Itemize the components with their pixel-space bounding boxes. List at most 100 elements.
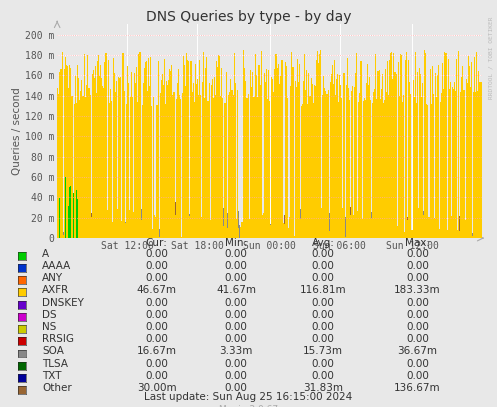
Bar (143, 83, 144, 238)
Bar (231, 232, 232, 238)
Bar (85, 232, 86, 238)
Bar (147, 91, 148, 238)
Bar (423, 215, 424, 238)
Text: 0.00: 0.00 (145, 322, 168, 332)
Bar (344, 217, 345, 238)
Bar (250, 233, 251, 238)
Bar (215, 95, 216, 238)
Bar (93, 230, 94, 238)
Bar (79, 101, 80, 238)
Bar (198, 95, 199, 238)
Bar (97, 61, 98, 238)
Bar (149, 216, 150, 238)
Bar (440, 102, 441, 238)
Bar (333, 229, 334, 238)
Bar (309, 73, 310, 238)
Bar (355, 73, 356, 238)
Bar (263, 226, 264, 238)
Bar (199, 60, 200, 238)
Bar (120, 209, 121, 238)
Bar (99, 76, 100, 238)
Bar (58, 94, 59, 238)
Bar (253, 218, 254, 238)
Bar (236, 219, 237, 238)
Bar (153, 98, 155, 238)
Bar (329, 231, 330, 238)
Bar (151, 106, 152, 238)
Bar (320, 50, 321, 238)
Bar (179, 212, 180, 238)
Bar (473, 212, 474, 238)
Bar (189, 214, 190, 238)
Bar (85, 97, 86, 238)
Bar (150, 57, 151, 238)
Bar (336, 219, 337, 238)
Bar (311, 78, 312, 238)
Bar (469, 232, 470, 238)
Bar (436, 223, 437, 238)
Bar (173, 214, 174, 238)
Bar (58, 213, 59, 238)
Bar (275, 230, 276, 238)
Bar (79, 210, 80, 238)
Bar (464, 209, 465, 238)
Bar (301, 234, 302, 238)
Bar (288, 228, 289, 238)
Bar (190, 219, 191, 238)
Bar (381, 89, 382, 238)
Bar (430, 103, 431, 238)
Bar (62, 52, 63, 238)
Bar (82, 225, 83, 238)
Bar (456, 229, 457, 238)
Bar (260, 230, 261, 238)
Bar (149, 219, 150, 238)
Bar (93, 70, 94, 238)
Bar (452, 87, 453, 238)
Bar (73, 237, 74, 238)
Text: A: A (42, 249, 49, 259)
Bar (88, 211, 89, 238)
Bar (210, 220, 211, 238)
Bar (267, 98, 268, 238)
Bar (418, 208, 419, 238)
Bar (366, 83, 367, 238)
Bar (261, 215, 263, 238)
Bar (57, 88, 58, 238)
Bar (304, 54, 305, 238)
Bar (91, 74, 93, 238)
Bar (385, 68, 386, 238)
Bar (385, 236, 386, 238)
Text: 0.00: 0.00 (145, 310, 168, 320)
Bar (407, 220, 408, 238)
Bar (379, 70, 380, 238)
Bar (404, 232, 405, 238)
Bar (423, 233, 424, 238)
Bar (140, 53, 141, 238)
Bar (136, 220, 137, 238)
Bar (83, 235, 84, 238)
Bar (232, 90, 233, 238)
Bar (141, 209, 142, 238)
Bar (379, 220, 380, 238)
Bar (250, 70, 251, 238)
Bar (442, 234, 443, 238)
Bar (266, 229, 267, 238)
Bar (164, 232, 165, 238)
Bar (394, 53, 395, 238)
Bar (231, 90, 232, 238)
Bar (398, 62, 399, 238)
Bar (235, 83, 236, 238)
Bar (431, 231, 433, 238)
Bar (354, 222, 355, 238)
Bar (288, 231, 289, 238)
Bar (351, 221, 352, 238)
Text: 16.67m: 16.67m (137, 346, 176, 357)
Bar (237, 90, 238, 238)
Bar (216, 217, 217, 238)
Bar (361, 236, 363, 238)
Bar (352, 86, 353, 238)
Bar (334, 210, 335, 238)
Bar (265, 81, 266, 238)
Bar (157, 105, 158, 238)
Bar (428, 217, 429, 238)
